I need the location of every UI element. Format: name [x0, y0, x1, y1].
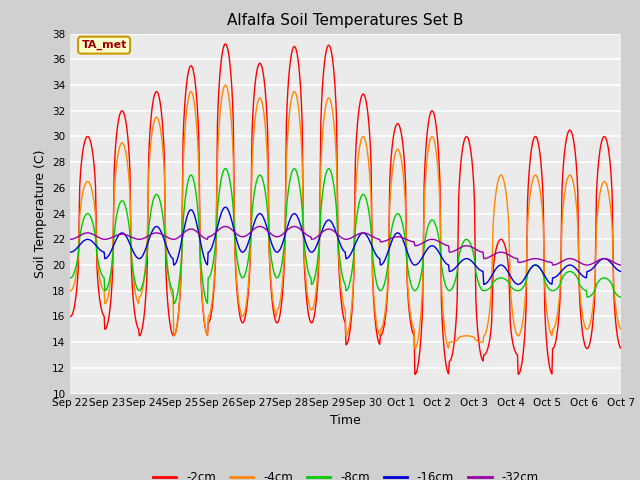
-2cm: [131, 312, 139, 318]
-4cm: [131, 288, 139, 294]
-16cm: [480, 281, 488, 287]
-32cm: [617, 262, 625, 268]
-8cm: [170, 300, 177, 306]
-8cm: [221, 166, 229, 171]
-32cm: [221, 224, 229, 229]
-32cm: [233, 231, 241, 237]
Line: -2cm: -2cm: [70, 44, 621, 374]
-2cm: [411, 372, 419, 377]
-2cm: [260, 77, 268, 83]
-32cm: [281, 229, 289, 235]
-2cm: [435, 150, 442, 156]
-2cm: [617, 345, 625, 351]
-8cm: [67, 275, 74, 281]
-4cm: [260, 112, 268, 118]
Line: -16cm: -16cm: [70, 207, 621, 284]
Y-axis label: Soil Temperature (C): Soil Temperature (C): [34, 149, 47, 278]
Title: Alfalfa Soil Temperatures Set B: Alfalfa Soil Temperatures Set B: [227, 13, 464, 28]
-8cm: [234, 260, 241, 265]
-16cm: [67, 249, 74, 255]
-32cm: [260, 225, 268, 231]
-4cm: [435, 174, 442, 180]
Line: -8cm: -8cm: [70, 168, 621, 303]
-4cm: [281, 237, 289, 243]
-8cm: [131, 278, 139, 284]
Line: -32cm: -32cm: [70, 227, 621, 265]
-4cm: [221, 82, 229, 88]
-4cm: [403, 269, 411, 275]
-16cm: [260, 216, 268, 222]
-32cm: [67, 237, 74, 242]
X-axis label: Time: Time: [330, 414, 361, 427]
-32cm: [131, 236, 139, 241]
-32cm: [403, 237, 411, 242]
-2cm: [221, 41, 229, 47]
Legend: -2cm, -4cm, -8cm, -16cm, -32cm: -2cm, -4cm, -8cm, -16cm, -32cm: [148, 466, 543, 480]
-4cm: [67, 288, 74, 294]
-16cm: [403, 248, 411, 254]
-8cm: [435, 234, 442, 240]
Text: TA_met: TA_met: [81, 40, 127, 50]
-8cm: [404, 265, 412, 271]
-4cm: [233, 280, 241, 286]
-4cm: [617, 326, 625, 332]
-8cm: [282, 220, 289, 226]
-16cm: [281, 232, 289, 238]
-16cm: [233, 238, 241, 244]
-16cm: [131, 252, 139, 258]
-8cm: [617, 294, 625, 300]
Line: -4cm: -4cm: [70, 85, 621, 348]
-8cm: [261, 187, 269, 192]
-16cm: [434, 248, 442, 253]
-16cm: [221, 204, 229, 210]
-16cm: [617, 268, 625, 274]
-32cm: [548, 262, 556, 268]
-2cm: [233, 286, 241, 292]
-2cm: [67, 313, 74, 319]
-32cm: [434, 238, 442, 244]
-2cm: [281, 243, 289, 249]
-2cm: [403, 274, 411, 279]
-4cm: [411, 346, 419, 351]
